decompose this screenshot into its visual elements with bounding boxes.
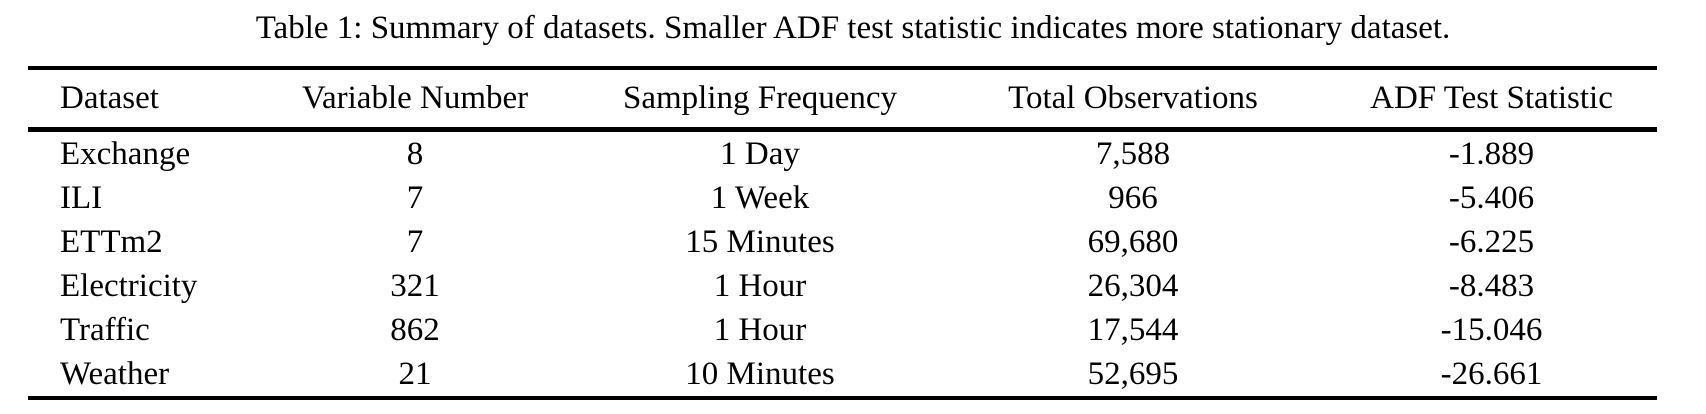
cell-adf-test-statistic: -26.661 xyxy=(1440,356,1543,392)
cell-total-observations: 7,588 xyxy=(1095,136,1171,172)
column-header-variable-number: Variable Number xyxy=(301,80,529,116)
column-header-adf-test-statistic: ADF Test Statistic xyxy=(1370,80,1613,116)
cell-dataset: Weather xyxy=(60,356,170,392)
column-header-dataset: Dataset xyxy=(60,80,159,116)
cell-sampling-frequency: 15 Minutes xyxy=(685,224,835,260)
cell-total-observations: 52,695 xyxy=(1087,356,1179,392)
table-row-exchange: Exchange 8 1 Day 7,588 -1.889 xyxy=(28,130,1657,177)
cell-variable-number: 862 xyxy=(390,312,440,348)
cell-variable-number: 7 xyxy=(406,224,424,260)
table-caption: Table 1: Summary of datasets. Smaller AD… xyxy=(255,10,1451,46)
cell-dataset: ILI xyxy=(60,180,103,216)
cell-dataset: Exchange xyxy=(60,136,191,172)
column-header-total-observations: Total Observations xyxy=(1008,80,1258,116)
cell-dataset: Electricity xyxy=(60,268,198,304)
cell-variable-number: 21 xyxy=(398,356,432,392)
header-row: Dataset Variable Number Sampling Frequen… xyxy=(28,68,1657,130)
cell-total-observations: 17,544 xyxy=(1087,312,1179,348)
cell-sampling-frequency: 1 Day xyxy=(720,136,800,172)
column-header-sampling-frequency: Sampling Frequency xyxy=(622,80,898,116)
cell-dataset: Traffic xyxy=(60,312,150,348)
datasets-table: Dataset Variable Number Sampling Frequen… xyxy=(28,66,1657,400)
cell-adf-test-statistic: -15.046 xyxy=(1440,312,1543,348)
cell-sampling-frequency: 10 Minutes xyxy=(685,356,835,392)
cell-sampling-frequency: 1 Hour xyxy=(713,268,807,304)
cell-adf-test-statistic: -5.406 xyxy=(1448,180,1535,216)
cell-adf-test-statistic: -8.483 xyxy=(1448,268,1535,304)
cell-sampling-frequency: 1 Week xyxy=(710,180,810,216)
cell-adf-test-statistic: -1.889 xyxy=(1448,136,1535,172)
cell-total-observations: 69,680 xyxy=(1087,224,1179,260)
cell-total-observations: 26,304 xyxy=(1087,268,1179,304)
table-row-ettm2: ETTm2 7 15 Minutes 69,680 -6.225 xyxy=(28,220,1657,264)
table-row-weather: Weather 21 10 Minutes 52,695 -26.661 xyxy=(28,352,1657,398)
cell-variable-number: 321 xyxy=(390,268,440,304)
cell-dataset: ETTm2 xyxy=(60,224,163,260)
table-row-electricity: Electricity 321 1 Hour 26,304 -8.483 xyxy=(28,264,1657,308)
table-row-traffic: Traffic 862 1 Hour 17,544 -15.046 xyxy=(28,308,1657,352)
cell-variable-number: 7 xyxy=(406,180,424,216)
cell-adf-test-statistic: -6.225 xyxy=(1448,224,1535,260)
table-row-ili: ILI 7 1 Week 966 -5.406 xyxy=(28,176,1657,220)
cell-sampling-frequency: 1 Hour xyxy=(713,312,807,348)
cell-variable-number: 8 xyxy=(406,136,424,172)
cell-total-observations: 966 xyxy=(1108,180,1158,216)
